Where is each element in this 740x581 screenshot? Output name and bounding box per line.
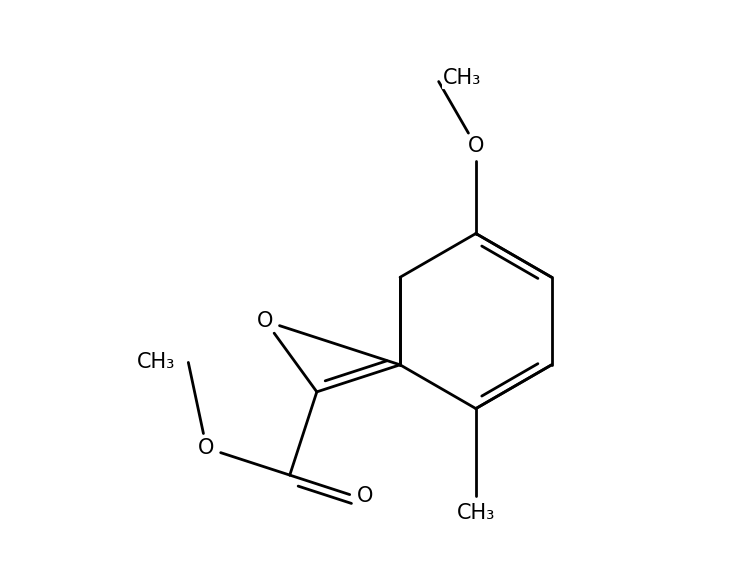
Text: O: O [468, 136, 484, 156]
Text: O: O [258, 311, 274, 331]
Text: O: O [357, 486, 373, 506]
Text: CH₃: CH₃ [443, 68, 482, 88]
Text: O: O [198, 438, 215, 458]
Text: CH₃: CH₃ [457, 503, 495, 523]
Text: CH₃: CH₃ [137, 353, 175, 372]
